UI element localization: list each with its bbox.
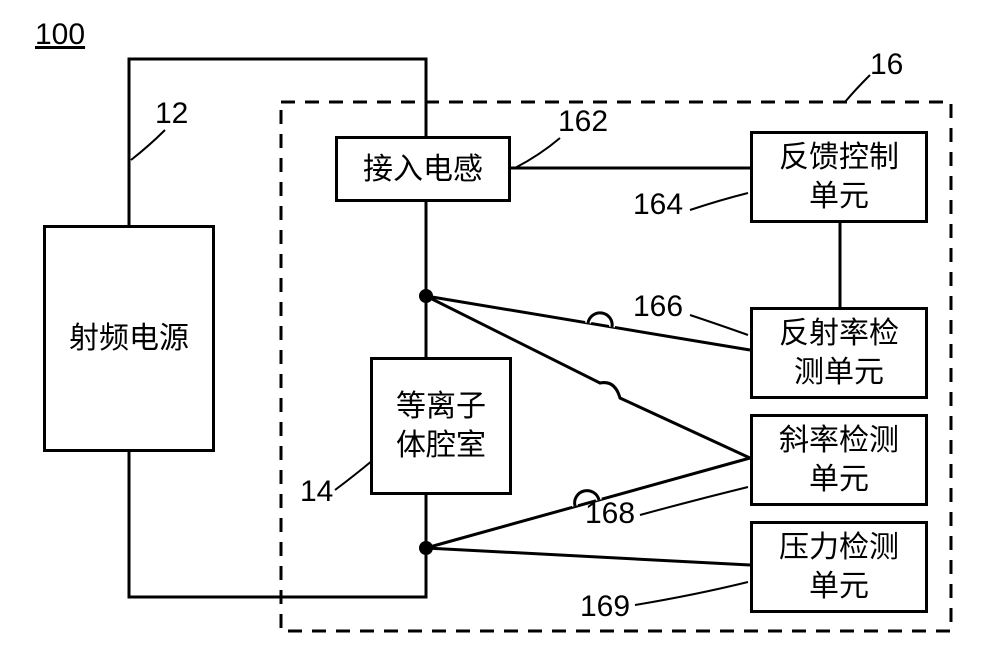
leader-12 (131, 130, 165, 160)
wire-node-to-reflect (426, 296, 750, 350)
feedback-control-label: 反馈控制 单元 (779, 138, 899, 216)
ref-12: 12 (155, 97, 188, 131)
leader-162 (515, 138, 560, 168)
wire-bottomnode-to-pressure (426, 548, 750, 565)
reflectivity-detect-block: 反射率检 测单元 (750, 307, 928, 399)
ref-169: 169 (580, 590, 630, 624)
ref-168: 168 (585, 497, 635, 531)
reflectivity-detect-label: 反射率检 测单元 (779, 314, 899, 392)
leader-14 (335, 460, 373, 490)
ref-164: 164 (633, 188, 683, 222)
hop-mask-1 (588, 313, 612, 327)
block-diagram: 100 射频电源 接入电感 反馈控制 单元 反射率检 测单元 斜率检测 单元 压… (0, 0, 1000, 666)
slope-detect-label: 斜率检测 单元 (779, 421, 899, 499)
access-inductor-label: 接入电感 (363, 150, 483, 189)
plasma-chamber-label: 等离子 体腔室 (396, 387, 486, 465)
ref-166: 166 (633, 290, 683, 324)
pressure-detect-label: 压力检测 单元 (779, 528, 899, 606)
rf-power-block: 射频电源 (43, 225, 215, 452)
ref-16: 16 (870, 48, 903, 82)
plasma-chamber-block: 等离子 体腔室 (370, 357, 512, 495)
access-inductor-block: 接入电感 (335, 136, 511, 202)
figure-number: 100 (35, 18, 85, 52)
rf-power-label: 射频电源 (69, 319, 189, 358)
node-top (419, 289, 433, 303)
leader-168 (640, 487, 748, 515)
pressure-detect-block: 压力检测 单元 (750, 521, 928, 613)
leader-169 (635, 582, 748, 605)
feedback-control-block: 反馈控制 单元 (750, 131, 928, 223)
slope-detect-block: 斜率检测 单元 (750, 414, 928, 506)
hop-arc-1 (588, 313, 612, 327)
leader-16 (845, 75, 870, 102)
leader-164 (690, 193, 748, 210)
ref-162: 162 (558, 105, 608, 139)
node-bottom (419, 541, 433, 555)
leader-166 (690, 315, 748, 335)
ref-14: 14 (300, 475, 333, 509)
